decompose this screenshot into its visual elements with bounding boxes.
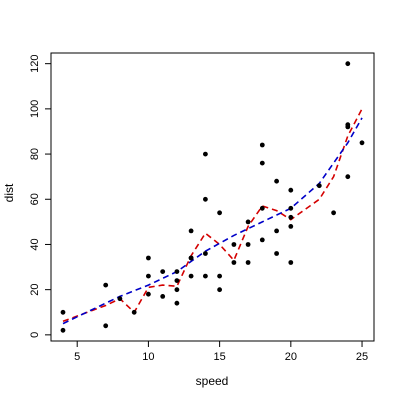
data-point bbox=[288, 205, 294, 211]
y-tick-label: 20 bbox=[29, 284, 41, 296]
data-point bbox=[288, 224, 294, 229]
data-point bbox=[146, 273, 151, 279]
data-point bbox=[359, 140, 365, 146]
data-point bbox=[259, 237, 265, 243]
data-point bbox=[231, 260, 237, 265]
series-line-blue bbox=[62, 117, 363, 325]
data-point bbox=[259, 160, 265, 166]
data-point bbox=[174, 278, 180, 283]
y-tick-label: 60 bbox=[29, 193, 41, 205]
data-point bbox=[60, 309, 66, 315]
series-line-red bbox=[62, 108, 363, 323]
data-point bbox=[174, 287, 180, 293]
data-points bbox=[60, 61, 365, 333]
data-point bbox=[345, 122, 351, 128]
data-point bbox=[316, 183, 322, 189]
data-point bbox=[259, 205, 265, 211]
data-point bbox=[146, 291, 151, 297]
smooth-lines bbox=[62, 108, 363, 325]
data-point bbox=[203, 151, 208, 157]
data-point bbox=[203, 196, 208, 202]
data-point bbox=[217, 210, 223, 216]
x-tick-label: 20 bbox=[285, 351, 297, 363]
y-tick-label: 100 bbox=[29, 100, 41, 118]
data-point bbox=[188, 228, 194, 234]
x-tick-label: 15 bbox=[213, 351, 225, 363]
data-point bbox=[245, 242, 251, 247]
data-point bbox=[274, 178, 279, 184]
data-point bbox=[188, 255, 194, 261]
data-point bbox=[231, 242, 237, 247]
data-point bbox=[217, 287, 223, 293]
x-tick-label: 25 bbox=[356, 351, 368, 363]
data-point bbox=[131, 309, 137, 315]
data-point bbox=[117, 296, 123, 302]
x-tick-label: 10 bbox=[142, 351, 154, 363]
y-tick-label: 80 bbox=[29, 148, 41, 160]
x-tick-label: 5 bbox=[74, 351, 80, 363]
data-point bbox=[174, 269, 180, 274]
y-tick-label: 40 bbox=[29, 238, 41, 250]
data-point bbox=[203, 251, 208, 256]
data-point bbox=[203, 273, 208, 279]
data-point bbox=[188, 273, 194, 279]
data-point bbox=[103, 323, 109, 329]
data-point bbox=[103, 282, 109, 288]
data-point bbox=[60, 327, 66, 333]
y-tick-label: 0 bbox=[29, 332, 41, 338]
data-point bbox=[288, 260, 294, 265]
plot-frame bbox=[50, 52, 375, 342]
data-point bbox=[174, 300, 180, 306]
data-point bbox=[259, 142, 265, 148]
data-point bbox=[146, 255, 151, 261]
y-axis-title: dist bbox=[2, 183, 16, 202]
axes: 5 10 15 20 25 0 20 40 60 80 100 120 bbox=[29, 54, 368, 363]
data-point bbox=[245, 260, 251, 265]
data-point bbox=[288, 187, 294, 193]
data-point bbox=[345, 61, 351, 67]
data-point bbox=[274, 251, 279, 256]
data-point bbox=[331, 210, 336, 216]
data-point bbox=[245, 219, 251, 225]
data-point bbox=[217, 273, 223, 279]
x-axis-title: speed bbox=[196, 374, 229, 388]
data-point bbox=[274, 228, 279, 234]
y-tick-label: 120 bbox=[29, 54, 41, 72]
data-point bbox=[160, 269, 166, 274]
data-point bbox=[160, 294, 166, 299]
data-point bbox=[345, 174, 351, 180]
data-point bbox=[288, 214, 294, 220]
